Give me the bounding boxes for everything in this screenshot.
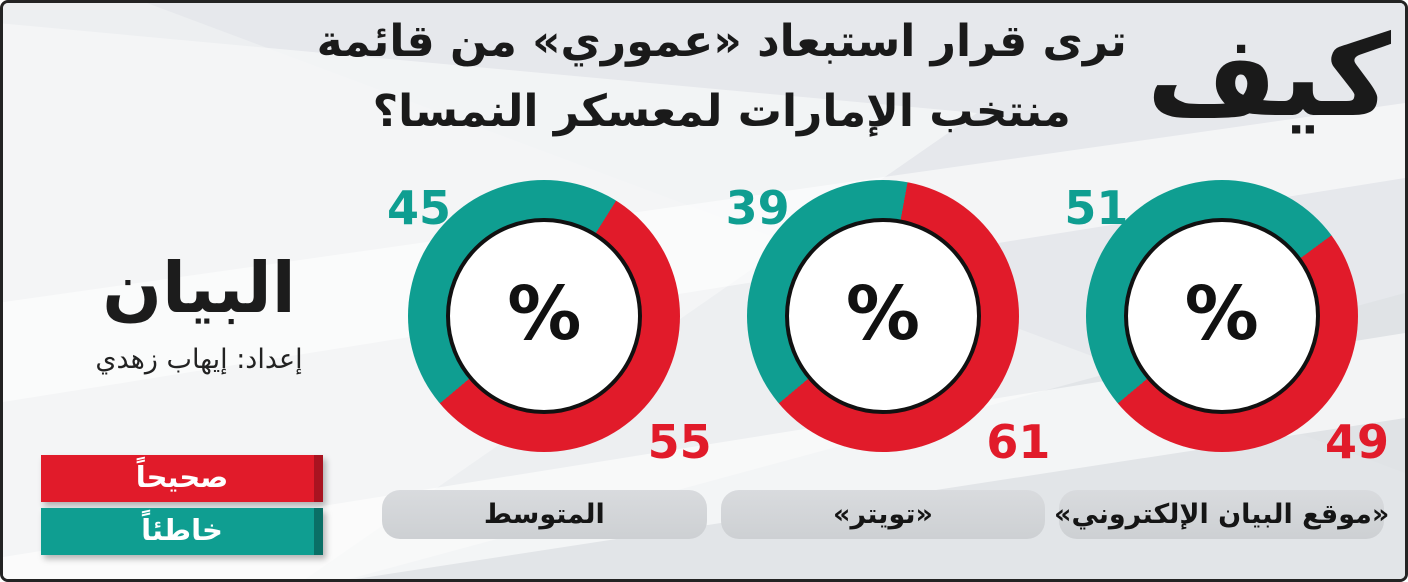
chart-label-website: «موقع البيان الإلكتروني» — [1054, 490, 1389, 539]
percent-symbol: % — [507, 271, 582, 357]
donut-chart-twitter: % — [747, 180, 1019, 452]
donut-center: % — [1123, 218, 1320, 414]
correct-value: 55 — [647, 415, 712, 469]
legend-item-wrong: خاطئاً — [41, 508, 323, 555]
wrong-value: 39 — [725, 181, 790, 235]
donut-chart-website: % — [1085, 180, 1358, 452]
charts-row: 51 % 49 «موقع البيان الإلكتروني» 39 % 61… — [375, 163, 1391, 553]
albayan-logo: البيان — [102, 247, 296, 329]
chart-column-average: 45 % 55 المتوسط — [375, 163, 714, 553]
title-line-1: ترى قرار استبعاد «عموري» من قائمة — [316, 16, 1127, 67]
donut-center: % — [446, 218, 643, 414]
correct-value: 61 — [986, 415, 1051, 469]
title-big-word: كيف — [1146, 12, 1391, 142]
title-lines: ترى قرار استبعاد «عموري» من قائمة منتخب … — [317, 7, 1127, 147]
header: كيف ترى قرار استبعاد «عموري» من قائمة من… — [317, 7, 1391, 147]
chart-column-website: 51 % 49 «موقع البيان الإلكتروني» — [1052, 163, 1391, 553]
chart-label-twitter: «تويتر» — [720, 490, 1046, 539]
brand-block: البيان إعداد: إيهاب زهدي — [31, 243, 367, 375]
donut-chart-average: % — [408, 180, 681, 452]
credit-line: إعداد: إيهاب زهدي — [95, 344, 303, 375]
legend: صحيحاً خاطئاً — [41, 455, 323, 561]
percent-symbol: % — [1184, 271, 1259, 357]
title-line-2: منتخب الإمارات لمعسكر النمسا؟ — [372, 86, 1071, 137]
wrong-value: 51 — [1064, 181, 1129, 235]
percent-symbol: % — [845, 271, 921, 357]
donut-center: % — [785, 218, 981, 414]
legend-item-correct: صحيحاً — [41, 455, 323, 502]
correct-value: 49 — [1324, 415, 1389, 469]
wrong-value: 45 — [386, 181, 451, 235]
chart-column-twitter: 39 % 61 «تويتر» — [714, 163, 1053, 553]
chart-label-average: المتوسط — [381, 490, 707, 539]
